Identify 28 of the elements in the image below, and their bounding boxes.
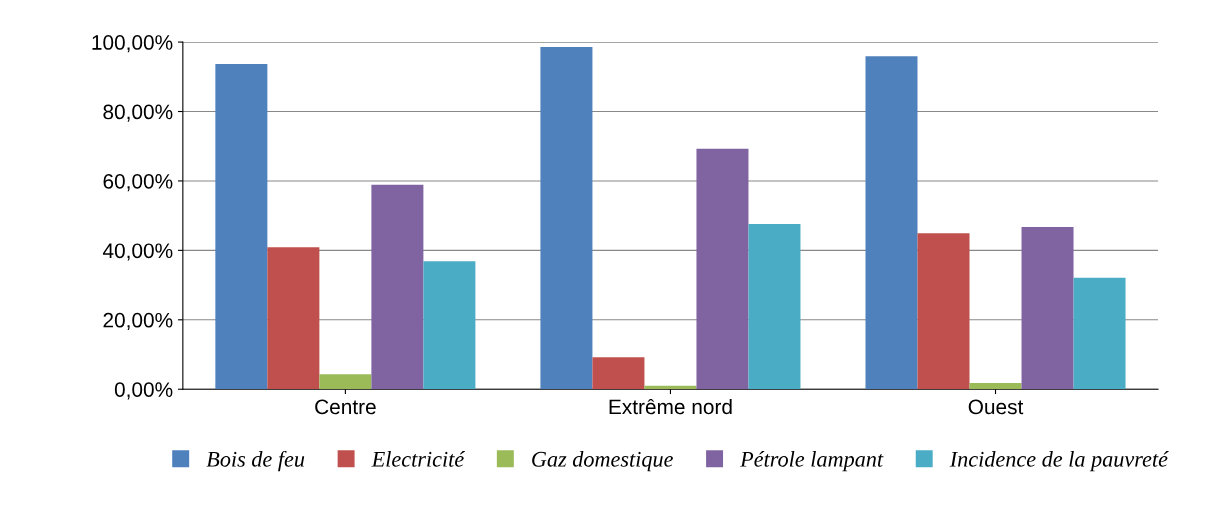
bar: [1073, 277, 1126, 390]
bar: [592, 357, 645, 390]
bar: [969, 382, 1022, 390]
legend-label: Pétrole lampant: [740, 451, 884, 472]
y-tick-label: 100,00%: [92, 35, 173, 53]
legend-label: Bois de feu: [206, 450, 305, 472]
y-tick-label: 20,00%: [103, 312, 173, 331]
legend-label: Electricité: [371, 451, 466, 467]
bar: [267, 247, 320, 390]
bar: [540, 46, 593, 390]
bar: [423, 261, 476, 390]
y-tick-label: 60,00%: [103, 173, 173, 192]
bar: [917, 233, 970, 390]
bar: [748, 223, 801, 390]
bar: [319, 374, 372, 390]
x-tick-label: Ouest: [968, 399, 1024, 415]
legend-label: Incidence de la pauvreté: [949, 451, 1169, 472]
bar: [865, 56, 918, 390]
bar: [696, 148, 749, 390]
bar: [371, 184, 424, 390]
x-tick-label: Extrême nord: [609, 398, 732, 415]
y-tick-label: 40,00%: [102, 243, 173, 261]
bar: [215, 63, 268, 390]
x-tick-label: Centre: [315, 399, 376, 415]
y-tick-label: 80,00%: [103, 104, 173, 122]
y-tick-label: 0,00%: [114, 382, 173, 400]
bar: [1021, 227, 1074, 390]
legend-label: Gaz domestique: [532, 451, 673, 472]
